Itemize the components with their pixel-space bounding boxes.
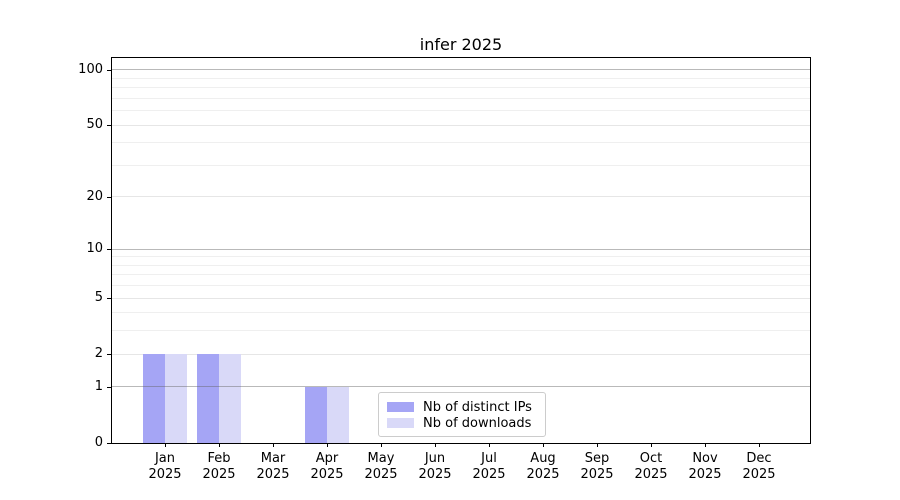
y-tick-mark — [107, 354, 111, 355]
gridline-minor — [112, 274, 810, 275]
y-tick-label: 0 — [94, 435, 103, 450]
y-tick-label: 2 — [94, 346, 103, 361]
x-tick-mark — [435, 443, 436, 447]
bar-distinct-ips-feb — [197, 354, 219, 443]
x-tick-mark — [651, 443, 652, 447]
x-tick-label-feb: Feb 2025 — [202, 451, 236, 482]
gridline-minor — [112, 87, 810, 88]
gridline-minor — [112, 265, 810, 266]
x-tick-mark — [381, 443, 382, 447]
bar-downloads-feb — [219, 354, 241, 443]
y-tick-mark — [107, 70, 111, 71]
x-tick-label-oct: Oct 2025 — [634, 451, 668, 482]
gridline-minor — [112, 285, 810, 286]
gridline-minor — [112, 78, 810, 79]
gridline — [112, 196, 810, 197]
x-tick-label-apr: Apr 2025 — [310, 451, 344, 482]
x-tick-mark — [327, 443, 328, 447]
y-tick-mark — [107, 298, 111, 299]
legend-label-distinct-ips: Nb of distinct IPs — [423, 399, 532, 415]
bar-downloads-jan — [165, 354, 187, 443]
legend-swatch-downloads-icon — [387, 418, 414, 428]
x-tick-label-jun: Jun 2025 — [418, 451, 452, 482]
x-tick-mark — [165, 443, 166, 447]
gridline — [112, 354, 810, 355]
legend: Nb of distinct IPs Nb of downloads — [378, 392, 546, 437]
x-tick-mark — [219, 443, 220, 447]
legend-item-downloads: Nb of downloads — [387, 415, 545, 431]
x-tick-mark — [273, 443, 274, 447]
y-tick-label: 5 — [94, 290, 103, 305]
plot-content — [112, 58, 810, 443]
y-tick-label: 50 — [86, 117, 103, 132]
x-tick-mark — [543, 443, 544, 447]
x-tick-mark — [705, 443, 706, 447]
x-tick-label-jan: Jan 2025 — [148, 451, 182, 482]
chart-title: infer 2025 — [419, 35, 503, 54]
gridline-minor — [112, 110, 810, 111]
x-tick-label-mar: Mar 2025 — [256, 451, 290, 482]
bar-distinct-ips-apr — [305, 387, 327, 443]
gridline-minor — [112, 312, 810, 313]
gridline-minor — [112, 98, 810, 99]
gridline-minor — [112, 330, 810, 331]
x-tick-label-jul: Jul 2025 — [472, 451, 506, 482]
y-tick-label: 10 — [86, 241, 103, 256]
x-tick-label-nov: Nov 2025 — [688, 451, 722, 482]
x-tick-mark — [759, 443, 760, 447]
legend-swatch-distinct-ips-icon — [387, 402, 414, 412]
bar-distinct-ips-jan — [143, 354, 165, 443]
gridline-minor — [112, 165, 810, 166]
gridline — [112, 298, 810, 299]
plot-area: Nb of distinct IPs Nb of downloads — [111, 57, 811, 444]
gridline-minor — [112, 142, 810, 143]
x-tick-mark — [597, 443, 598, 447]
gridline — [112, 125, 810, 126]
y-tick-mark — [107, 197, 111, 198]
x-tick-label-may: May 2025 — [364, 451, 398, 482]
x-tick-label-sep: Sep 2025 — [580, 451, 614, 482]
x-tick-mark — [489, 443, 490, 447]
y-tick-label: 20 — [86, 189, 103, 204]
gridline-major — [112, 249, 810, 250]
gridline-major — [112, 69, 810, 70]
gridline-major — [112, 386, 810, 387]
y-tick-label: 100 — [78, 62, 103, 77]
gridline-minor — [112, 256, 810, 257]
x-tick-label-dec: Dec 2025 — [742, 451, 776, 482]
x-tick-label-aug: Aug 2025 — [526, 451, 560, 482]
legend-label-downloads: Nb of downloads — [423, 415, 532, 431]
y-tick-mark — [107, 443, 111, 444]
y-tick-mark — [107, 125, 111, 126]
y-tick-mark — [107, 387, 111, 388]
y-tick-label: 1 — [94, 379, 103, 394]
bar-downloads-apr — [327, 387, 349, 443]
legend-item-distinct-ips: Nb of distinct IPs — [387, 399, 545, 415]
y-tick-mark — [107, 249, 111, 250]
